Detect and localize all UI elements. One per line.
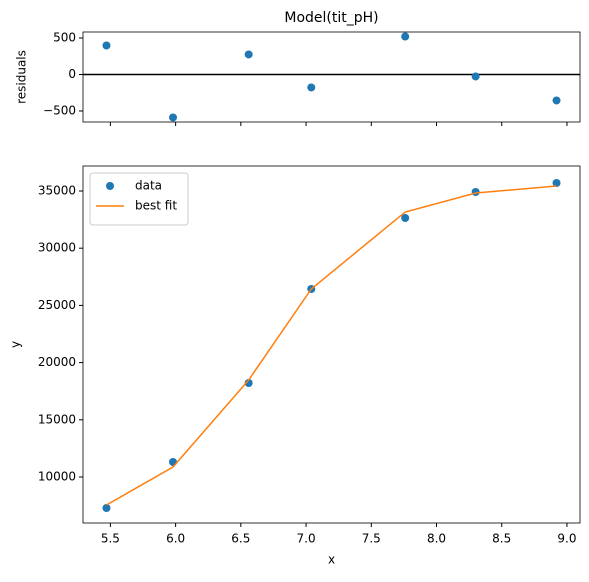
x-tick-label: 9.0	[557, 532, 576, 546]
data-point	[401, 213, 410, 222]
data-point	[552, 96, 561, 105]
data-point	[552, 178, 561, 187]
y-tick-label: 30000	[38, 241, 76, 255]
x-tick-label: 6.0	[166, 532, 185, 546]
legend-label: best fit	[135, 199, 177, 213]
y-tick-label: 25000	[38, 298, 76, 312]
data-point	[102, 41, 111, 50]
fit-line	[106, 185, 557, 506]
data-point	[471, 72, 480, 81]
x-tick-label: 5.5	[101, 532, 120, 546]
x-tick-label: 6.5	[231, 532, 250, 546]
y-tick-label: 15000	[38, 412, 76, 426]
data-point	[307, 83, 316, 92]
x-tick-label: 8.0	[427, 532, 446, 546]
y-tick-label: 0	[68, 67, 76, 81]
legend-marker	[106, 182, 114, 190]
legend-box	[89, 172, 189, 226]
y-tick-label: 10000	[38, 469, 76, 483]
axes-frame	[82, 165, 581, 524]
axes-frame	[82, 31, 581, 123]
x-axis-label: x	[328, 553, 335, 567]
y-axis-label: y	[9, 341, 23, 348]
data-point	[244, 50, 253, 59]
y-tick-label: 500	[53, 30, 76, 44]
data-point	[102, 504, 111, 513]
chart-title: Model(tit_pH)	[284, 10, 378, 26]
y-axis-label: residuals	[15, 50, 29, 104]
x-tick-label: 8.5	[492, 532, 511, 546]
x-tick-label: 7.0	[297, 532, 316, 546]
x-tick-label: 7.5	[362, 532, 381, 546]
data-point	[401, 32, 410, 41]
y-tick-label: 35000	[38, 183, 76, 197]
data-point	[471, 187, 480, 196]
data-point	[169, 113, 178, 122]
legend-label: data	[135, 179, 162, 193]
y-tick-label: 20000	[38, 355, 76, 369]
y-tick-label: −500	[43, 103, 76, 117]
data-point	[244, 378, 253, 387]
